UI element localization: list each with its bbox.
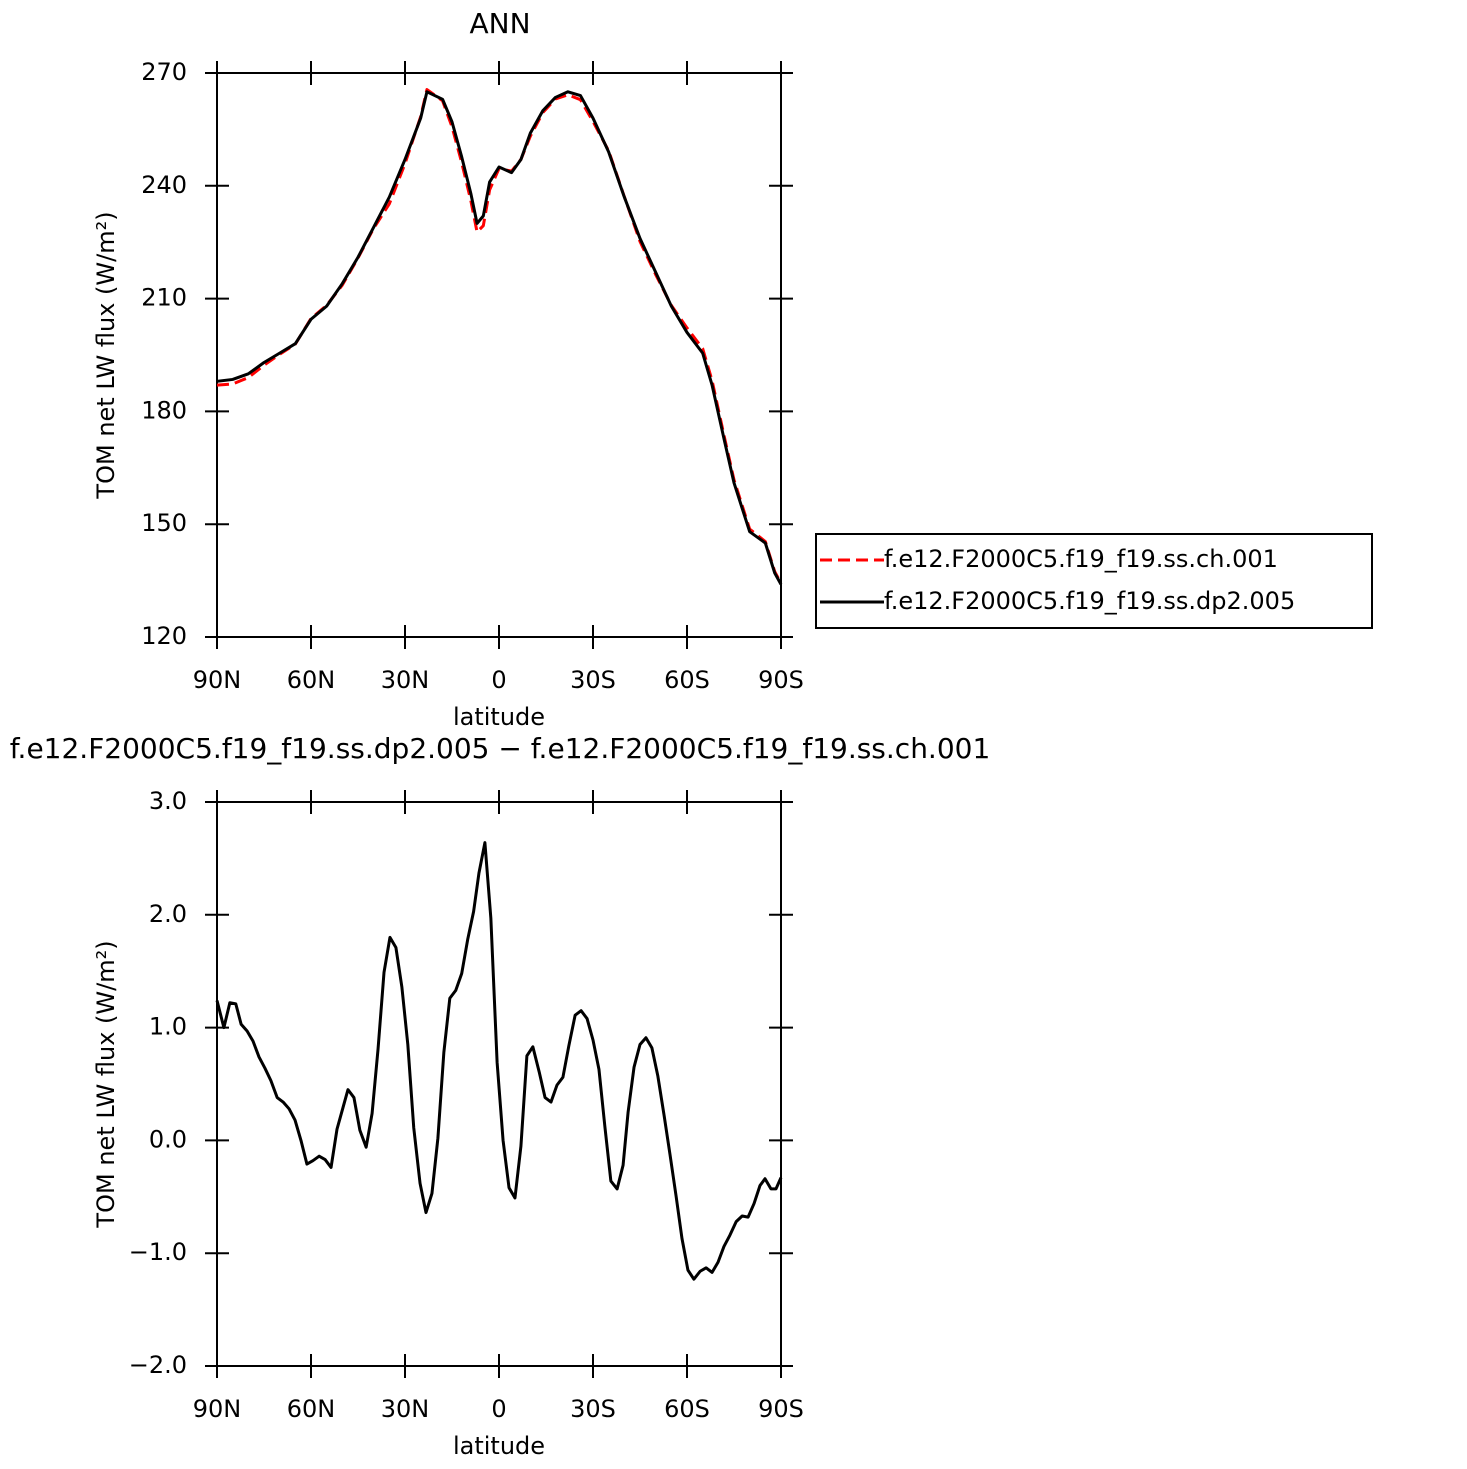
- y-tick-label: 3.0: [149, 787, 187, 815]
- x-tick-label: 30N: [381, 1395, 430, 1423]
- y-tick-label: −1.0: [129, 1238, 187, 1266]
- x-axis-label: latitude: [453, 703, 545, 731]
- chart-title: f.e12.F2000C5.f19_f19.ss.dp2.005 − f.e12…: [10, 732, 991, 765]
- y-tick-label: 120: [141, 622, 187, 650]
- x-tick-label: 60S: [664, 1395, 710, 1423]
- x-tick-label: 90S: [758, 1395, 804, 1423]
- legend-label: f.e12.F2000C5.f19_f19.ss.ch.001: [884, 545, 1278, 573]
- x-tick-label: 90N: [193, 1395, 242, 1423]
- x-tick-label: 90N: [193, 666, 242, 694]
- y-axis-label: TOM net LW flux (W/m²): [92, 211, 120, 499]
- x-tick-label: 30S: [570, 1395, 616, 1423]
- y-tick-label: 150: [141, 509, 187, 537]
- x-tick-label: 60N: [287, 1395, 336, 1423]
- y-axis-label: TOM net LW flux (W/m²): [92, 940, 120, 1228]
- series-line: [215, 841, 783, 1281]
- y-tick-label: 0.0: [149, 1125, 187, 1153]
- chart-title: ANN: [469, 7, 530, 40]
- x-tick-label: 60N: [287, 666, 336, 694]
- y-tick-label: −2.0: [129, 1351, 187, 1379]
- legend: f.e12.F2000C5.f19_f19.ss.ch.001 f.e12.F20…: [815, 533, 1373, 629]
- x-tick-label: 60S: [664, 666, 710, 694]
- x-tick-label: 0: [491, 1395, 506, 1423]
- legend-label: f.e12.F2000C5.f19_f19.ss.dp2.005: [884, 587, 1295, 615]
- y-tick-label: 1.0: [149, 1013, 187, 1041]
- x-tick-label: 30N: [381, 666, 430, 694]
- y-tick-label: 240: [141, 171, 187, 199]
- y-tick-label: 270: [141, 58, 187, 86]
- legend-box: [815, 533, 1373, 629]
- plot-frame: [216, 72, 782, 638]
- x-tick-label: 0: [491, 666, 506, 694]
- y-tick-label: 210: [141, 284, 187, 312]
- y-tick-label: 180: [141, 396, 187, 424]
- y-tick-label: 2.0: [149, 900, 187, 928]
- plot-frame: [216, 801, 782, 1367]
- x-axis-label: latitude: [453, 1432, 545, 1460]
- x-tick-label: 90S: [758, 666, 804, 694]
- x-tick-label: 30S: [570, 666, 616, 694]
- series-line: [216, 90, 783, 586]
